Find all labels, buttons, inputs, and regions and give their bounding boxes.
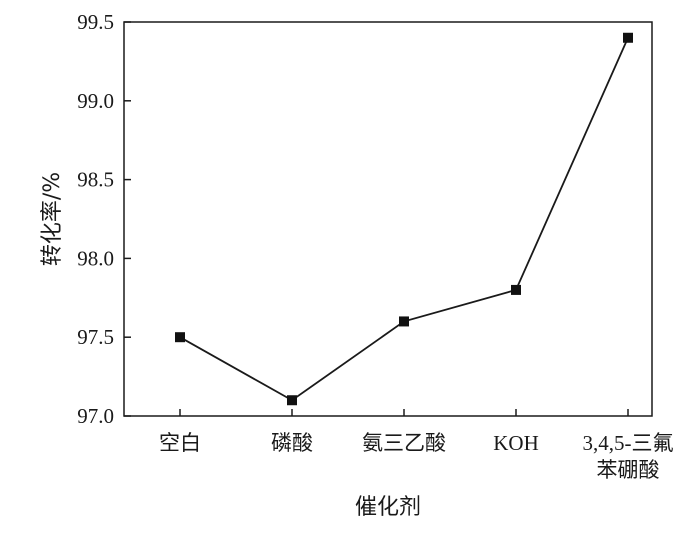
x-tick-label: 氨三乙酸 (362, 431, 446, 455)
data-point (287, 395, 297, 406)
series-group (175, 32, 633, 406)
x-tick-label: 3,4,5-三氟苯硼酸 (583, 431, 674, 482)
data-point (399, 316, 409, 327)
x-axis: 空白 磷酸 氨三乙酸 KOH 3,4,5-三氟苯硼酸 (159, 409, 674, 482)
data-point (623, 32, 633, 43)
y-tick-label: 98.5 (77, 168, 114, 192)
x-tick-label: 磷酸 (271, 431, 313, 455)
data-point (175, 332, 185, 343)
y-axis-title: 转化率/% (40, 172, 65, 266)
y-tick-label: 97.5 (77, 325, 114, 349)
x-tick-label: 空白 (159, 431, 201, 455)
y-tick-label: 98.0 (77, 246, 114, 270)
y-tick-label: 99.5 (77, 10, 114, 34)
plot-frame (123, 21, 653, 417)
x-axis-title: 催化剂 (355, 495, 421, 520)
y-axis: 97.0 97.5 98.0 98.5 99.0 99.5 (77, 10, 131, 428)
plot-axes (123, 21, 653, 417)
y-tick-label: 97.0 (77, 404, 114, 428)
x-tick-label: KOH (493, 431, 539, 455)
series-line (179, 37, 629, 402)
data-point (511, 284, 521, 295)
y-tick-label: 99.0 (77, 89, 114, 113)
